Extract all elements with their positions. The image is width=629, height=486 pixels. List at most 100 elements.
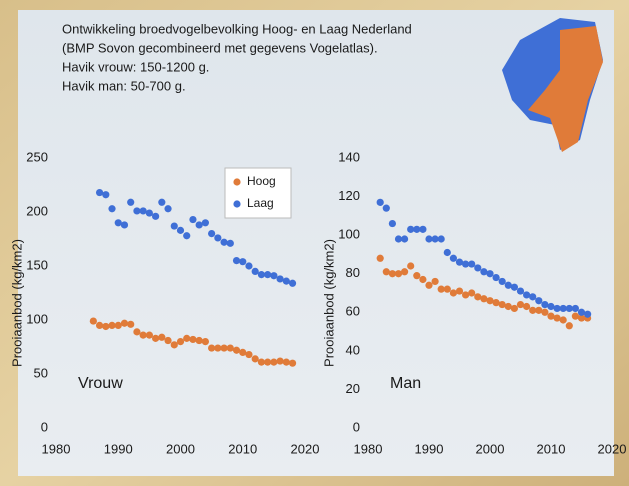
point (438, 235, 445, 242)
point (572, 305, 579, 312)
point (377, 199, 384, 206)
point (102, 323, 109, 330)
point (239, 258, 246, 265)
point (258, 271, 265, 278)
point (474, 264, 481, 271)
point (214, 234, 221, 241)
point (401, 268, 408, 275)
x-tick-label: 2010 (537, 441, 566, 456)
y-tick-label: 250 (26, 149, 48, 164)
point (208, 344, 215, 351)
point (456, 287, 463, 294)
point (547, 303, 554, 310)
x-tick-label: 2010 (228, 441, 257, 456)
legend-marker (233, 178, 240, 185)
point (171, 341, 178, 348)
legend-marker (233, 200, 240, 207)
point (177, 338, 184, 345)
slide-text: Havik vrouw: 150-1200 g. (62, 59, 209, 74)
point (96, 322, 103, 329)
point (425, 282, 432, 289)
point (227, 344, 234, 351)
point (121, 221, 128, 228)
point (277, 357, 284, 364)
x-tick-label: 1990 (104, 441, 133, 456)
point (158, 199, 165, 206)
point (258, 359, 265, 366)
x-tick-label: 2020 (598, 441, 627, 456)
point (493, 299, 500, 306)
annotation: Vrouw (78, 375, 123, 392)
point (468, 289, 475, 296)
x-tick-label: 2000 (476, 441, 505, 456)
y-tick-label: 0 (41, 419, 48, 434)
point (450, 289, 457, 296)
y-tick-label: 140 (338, 149, 360, 164)
y-tick-label: 150 (26, 257, 48, 272)
point (146, 332, 153, 339)
y-tick-label: 50 (34, 365, 48, 380)
point (177, 227, 184, 234)
y-tick-label: 0 (353, 419, 360, 434)
point (252, 268, 259, 275)
x-tick-label: 1980 (354, 441, 383, 456)
point (133, 207, 140, 214)
point (499, 278, 506, 285)
point (227, 240, 234, 247)
point (283, 359, 290, 366)
point (289, 360, 296, 367)
point (183, 232, 190, 239)
point (270, 272, 277, 279)
point (505, 282, 512, 289)
point (164, 205, 171, 212)
y-axis-label: Prooiaanbod (kg/km2) (9, 239, 24, 367)
point (401, 235, 408, 242)
y-tick-label: 100 (26, 311, 48, 326)
point (127, 199, 134, 206)
point (383, 268, 390, 275)
point (389, 220, 396, 227)
point (499, 301, 506, 308)
point (395, 270, 402, 277)
x-tick-label: 1990 (415, 441, 444, 456)
point (547, 313, 554, 320)
point (529, 293, 536, 300)
slide-text: Ontwikkeling broedvogelbevolking Hoog- e… (62, 21, 412, 36)
point (146, 209, 153, 216)
y-tick-label: 100 (338, 227, 360, 242)
point (523, 303, 530, 310)
point (152, 335, 159, 342)
point (444, 286, 451, 293)
point (535, 307, 542, 314)
y-axis-label: Prooiaanbod (kg/km2) (321, 239, 336, 367)
point (572, 313, 579, 320)
point (462, 291, 469, 298)
point (283, 278, 290, 285)
y-tick-label: 80 (346, 265, 360, 280)
point (121, 320, 128, 327)
y-tick-label: 40 (346, 342, 360, 357)
y-tick-label: 120 (338, 188, 360, 203)
point (245, 262, 252, 269)
point (214, 344, 221, 351)
point (158, 334, 165, 341)
point (245, 351, 252, 358)
point (202, 219, 209, 226)
point (115, 322, 122, 329)
y-tick-label: 20 (346, 381, 360, 396)
point (383, 205, 390, 212)
point (140, 332, 147, 339)
point (171, 222, 178, 229)
point (468, 260, 475, 267)
point (493, 274, 500, 281)
point (517, 301, 524, 308)
y-tick-label: 200 (26, 203, 48, 218)
point (554, 314, 561, 321)
slide-text: (BMP Sovon gecombineerd met gegevens Vog… (62, 40, 378, 55)
x-tick-label: 1980 (42, 441, 71, 456)
annotation: Man (390, 375, 421, 392)
point (164, 337, 171, 344)
point (220, 344, 227, 351)
point (456, 259, 463, 266)
point (480, 268, 487, 275)
